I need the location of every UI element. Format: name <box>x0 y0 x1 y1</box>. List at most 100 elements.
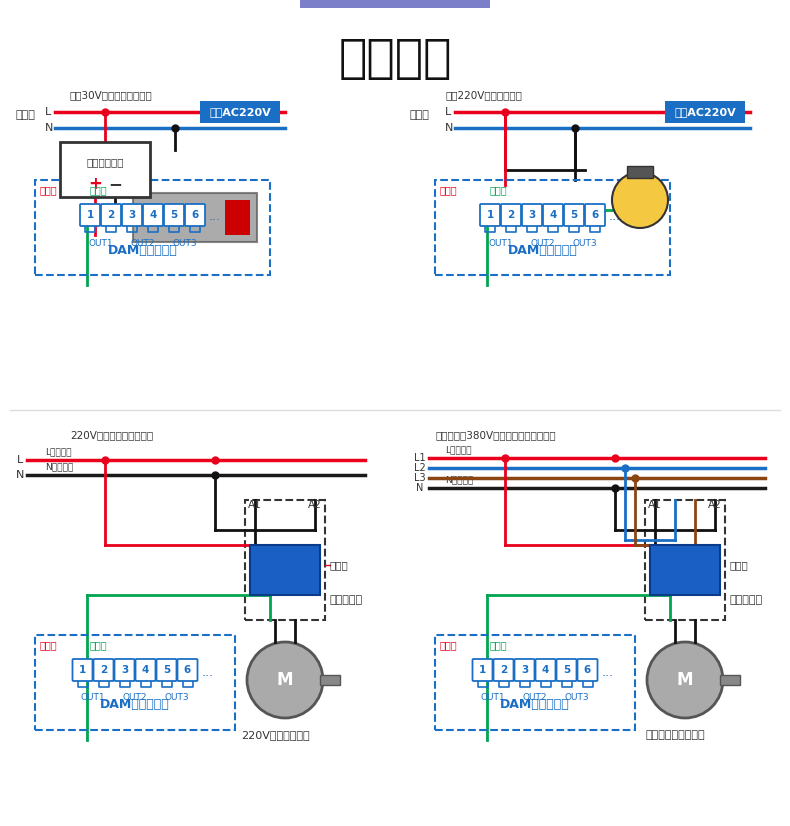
Text: 常开端: 常开端 <box>90 185 107 195</box>
Text: 线圈AC220V: 线圈AC220V <box>209 107 271 117</box>
Text: N: N <box>445 123 453 133</box>
FancyBboxPatch shape <box>564 204 584 226</box>
Text: L1: L1 <box>414 453 426 463</box>
FancyBboxPatch shape <box>320 675 340 685</box>
Text: 4: 4 <box>542 665 549 675</box>
Text: OUT3: OUT3 <box>172 239 197 248</box>
FancyBboxPatch shape <box>80 204 100 226</box>
Text: 主触点: 主触点 <box>330 560 348 570</box>
Circle shape <box>612 172 668 228</box>
Text: 带零线交流380V接电机、泵等设备接线: 带零线交流380V接电机、泵等设备接线 <box>435 430 555 440</box>
Text: OUT3: OUT3 <box>572 239 596 248</box>
Text: ...: ... <box>601 666 614 678</box>
Text: 常开端: 常开端 <box>490 185 508 195</box>
FancyBboxPatch shape <box>250 545 320 595</box>
Text: 5: 5 <box>562 665 570 675</box>
Text: 6: 6 <box>584 665 591 675</box>
Text: 5: 5 <box>570 210 577 220</box>
Text: 公共端: 公共端 <box>40 185 58 195</box>
Text: 公共端: 公共端 <box>40 640 58 650</box>
FancyBboxPatch shape <box>93 659 114 681</box>
Text: 3: 3 <box>529 210 536 220</box>
Text: N: N <box>416 483 423 493</box>
Text: OUT1: OUT1 <box>480 694 506 702</box>
Text: 公共端: 公共端 <box>440 640 457 650</box>
FancyBboxPatch shape <box>650 545 720 595</box>
Text: ...: ... <box>201 666 213 678</box>
FancyBboxPatch shape <box>556 659 577 681</box>
Text: 220V接交流接触器接线图: 220V接交流接触器接线图 <box>70 430 153 440</box>
FancyBboxPatch shape <box>720 675 740 685</box>
Text: M: M <box>677 671 694 689</box>
Text: 交流接触器: 交流接触器 <box>730 595 763 605</box>
Text: A1: A1 <box>648 500 662 510</box>
FancyBboxPatch shape <box>536 659 555 681</box>
Text: OUT1: OUT1 <box>81 694 105 702</box>
Text: 4: 4 <box>149 210 156 220</box>
FancyBboxPatch shape <box>665 101 745 123</box>
FancyBboxPatch shape <box>627 166 653 178</box>
Text: 常开端: 常开端 <box>490 640 508 650</box>
Text: 6: 6 <box>191 210 198 220</box>
FancyBboxPatch shape <box>585 204 605 226</box>
Text: L: L <box>445 107 451 117</box>
Text: 1: 1 <box>487 210 494 220</box>
Text: A2: A2 <box>708 500 722 510</box>
Text: M: M <box>276 671 293 689</box>
Text: ...: ... <box>209 211 221 224</box>
Text: DAM数采控制器: DAM数采控制器 <box>100 699 170 711</box>
Text: N代表零线: N代表零线 <box>445 476 473 485</box>
Text: 被控设备电源: 被控设备电源 <box>86 157 124 167</box>
Text: DAM数采控制器: DAM数采控制器 <box>107 244 178 257</box>
Text: 电磁阀: 电磁阀 <box>225 200 245 210</box>
FancyBboxPatch shape <box>143 204 163 226</box>
Text: 输出接线: 输出接线 <box>338 37 452 83</box>
Text: 电源端: 电源端 <box>15 110 35 120</box>
FancyBboxPatch shape <box>300 0 490 8</box>
Text: DAM数采控制器: DAM数采控制器 <box>500 699 570 711</box>
FancyBboxPatch shape <box>164 204 184 226</box>
Text: L代表火线: L代表火线 <box>445 445 472 454</box>
Text: 交流接触器: 交流接触器 <box>330 595 363 605</box>
Text: N: N <box>45 123 54 133</box>
FancyBboxPatch shape <box>577 659 597 681</box>
FancyBboxPatch shape <box>156 659 176 681</box>
Text: +: + <box>88 175 102 193</box>
Text: ...: ... <box>609 211 621 224</box>
Text: −: − <box>108 175 122 193</box>
Text: OUT2: OUT2 <box>130 239 155 248</box>
FancyBboxPatch shape <box>522 204 542 226</box>
Text: 2: 2 <box>100 665 107 675</box>
Text: 5: 5 <box>163 665 170 675</box>
Text: L: L <box>45 107 51 117</box>
Text: 2: 2 <box>500 665 507 675</box>
Circle shape <box>247 642 323 718</box>
Text: OUT2: OUT2 <box>523 694 547 702</box>
Text: L3: L3 <box>414 473 426 483</box>
Text: OUT1: OUT1 <box>488 239 513 248</box>
FancyBboxPatch shape <box>73 659 92 681</box>
Text: A2: A2 <box>308 500 322 510</box>
Text: L代表火线: L代表火线 <box>45 448 72 457</box>
Text: 4: 4 <box>549 210 557 220</box>
Text: 电机、泵等大型设备: 电机、泵等大型设备 <box>645 730 705 740</box>
Text: A1: A1 <box>248 500 261 510</box>
FancyBboxPatch shape <box>480 204 500 226</box>
FancyBboxPatch shape <box>133 193 257 242</box>
FancyBboxPatch shape <box>60 142 150 197</box>
Text: 5: 5 <box>171 210 178 220</box>
Text: OUT3: OUT3 <box>164 694 190 702</box>
Text: L2: L2 <box>414 463 426 473</box>
Text: OUT3: OUT3 <box>565 694 589 702</box>
Text: 1: 1 <box>479 665 486 675</box>
Text: 交流220V设备接线方法: 交流220V设备接线方法 <box>445 90 522 100</box>
FancyBboxPatch shape <box>543 204 563 226</box>
FancyBboxPatch shape <box>178 659 198 681</box>
FancyBboxPatch shape <box>136 659 156 681</box>
Text: 3: 3 <box>128 210 136 220</box>
Text: OUT1: OUT1 <box>88 239 113 248</box>
Text: N代表零线: N代表零线 <box>45 463 73 472</box>
Text: 主触点: 主触点 <box>730 560 749 570</box>
FancyBboxPatch shape <box>225 200 250 235</box>
Text: 1: 1 <box>79 665 86 675</box>
